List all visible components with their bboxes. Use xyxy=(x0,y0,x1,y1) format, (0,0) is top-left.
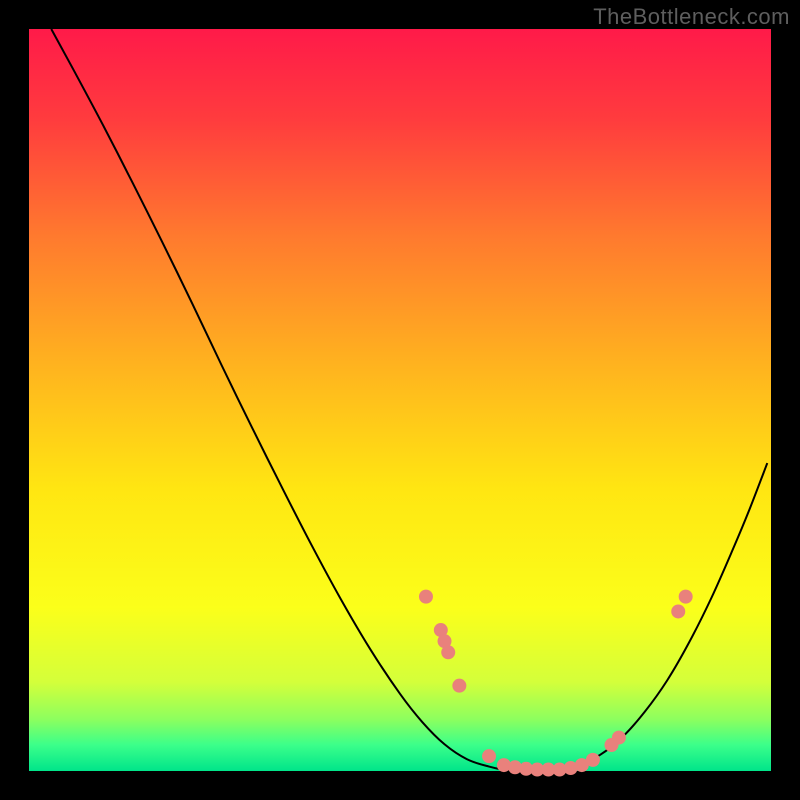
chart-stage: TheBottleneck.com xyxy=(0,0,800,800)
data-marker xyxy=(452,679,466,693)
data-marker xyxy=(679,590,693,604)
data-marker xyxy=(612,731,626,745)
data-marker xyxy=(671,604,685,618)
data-marker xyxy=(586,753,600,767)
bottleneck-curve-chart xyxy=(0,0,800,800)
plot-background xyxy=(29,29,771,771)
data-marker xyxy=(482,749,496,763)
data-marker xyxy=(441,645,455,659)
data-marker xyxy=(419,590,433,604)
